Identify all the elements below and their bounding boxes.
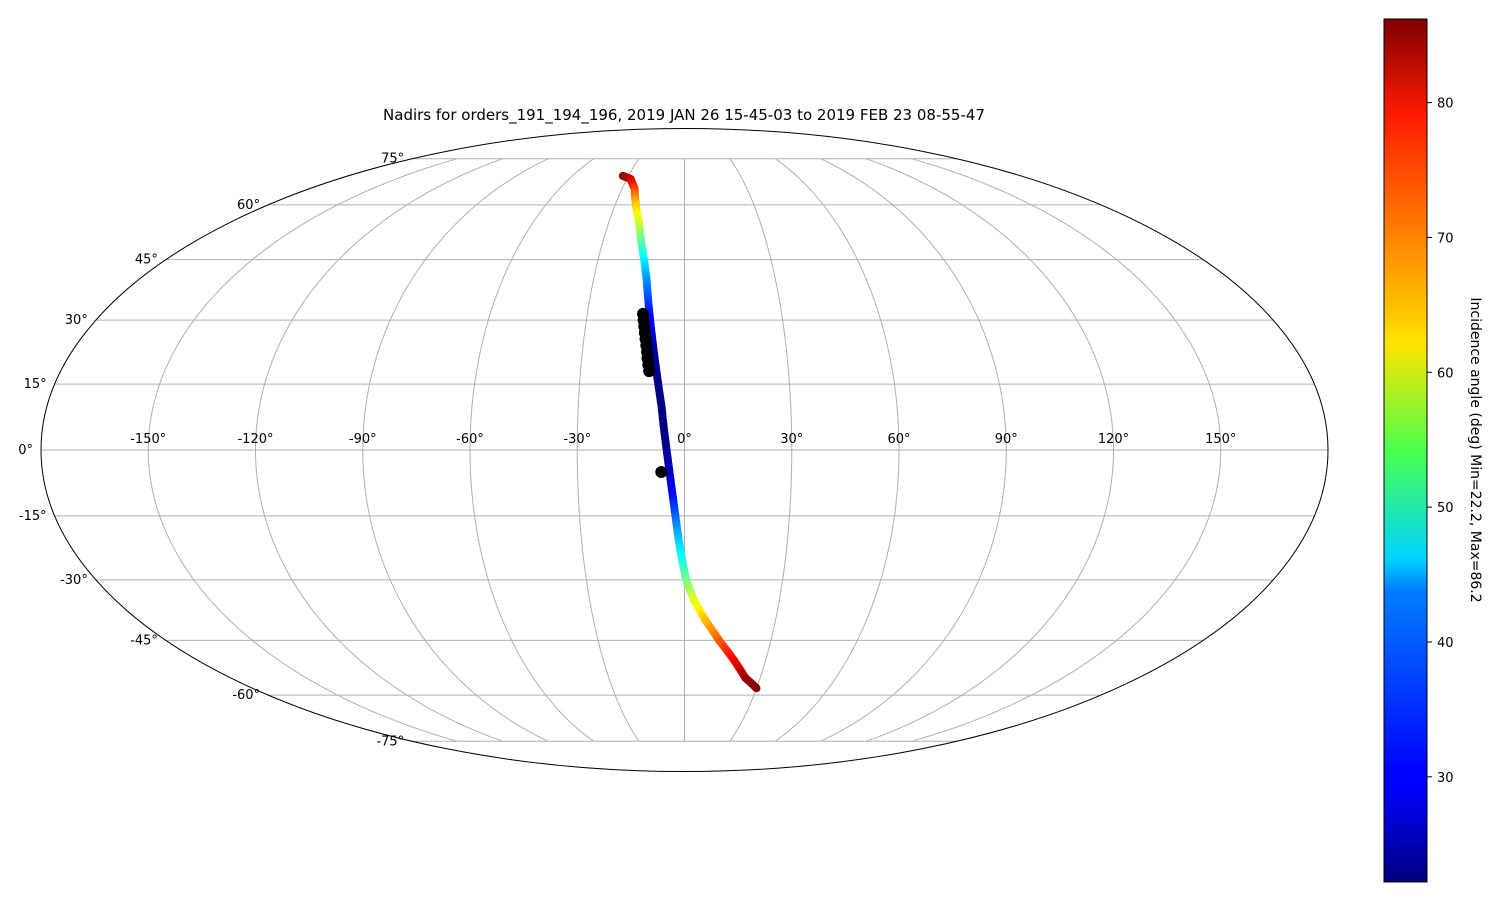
colorbar-ticks: 30 40 50 60 70 80	[1427, 97, 1454, 786]
latitude-tick-label: -45°	[130, 633, 158, 648]
colorbar-tick-label: 40	[1437, 636, 1454, 651]
longitude-tick-label: 30°	[780, 432, 803, 447]
latitude-tick-label: 75°	[381, 152, 404, 167]
chart-title: Nadirs for orders_191_194_196, 2019 JAN …	[383, 106, 985, 125]
longitude-tick-label: 0°	[677, 432, 692, 447]
latitude-tick-label: -15°	[19, 509, 47, 524]
longitude-tick-label: -120°	[237, 432, 273, 447]
colorbar-tick-label: 30	[1437, 771, 1454, 786]
longitude-tick-labels: -150° -120° -90° -60° -30° 0° 30° 60° 90° 120° 150…	[130, 432, 1236, 447]
selected-points	[637, 307, 668, 479]
colorbar-tick-label: 80	[1437, 97, 1454, 112]
longitude-tick-label: 150°	[1205, 432, 1236, 447]
latitude-tick-label: 60°	[237, 198, 260, 213]
colorbar-tick-label: 50	[1437, 501, 1454, 516]
colorbar-label: Incidence angle (deg) Min=22.2, Max=86.2	[1467, 297, 1483, 602]
longitude-tick-label: -90°	[349, 432, 377, 447]
latitude-tick-label: 30°	[65, 313, 88, 328]
longitude-tick-label: -150°	[130, 432, 166, 447]
track-point	[752, 684, 761, 693]
latitude-tick-label: 0°	[18, 443, 33, 458]
longitude-tick-label: -60°	[456, 432, 484, 447]
map-outline	[40, 128, 1329, 772]
longitude-tick-label: 120°	[1098, 432, 1129, 447]
selected-point	[655, 466, 668, 479]
latitude-tick-label: -60°	[232, 688, 260, 703]
colorbar-tick-label: 70	[1437, 231, 1454, 246]
latitude-tick-label: -75°	[376, 734, 404, 749]
colorbar-gradient	[1383, 18, 1428, 883]
latitude-tick-label: 45°	[135, 253, 158, 268]
latitude-tick-label: 15°	[24, 377, 47, 392]
longitude-tick-label: 90°	[995, 432, 1018, 447]
colorbar-tick-label: 60	[1437, 366, 1454, 381]
latitude-tick-labels: 75° 60° 45° 30° 15° 0° -15° -30° -45° -60° -75°	[18, 152, 404, 750]
latitude-tick-label: -30°	[60, 573, 88, 588]
colorbar: 30 40 50 60 70 80 Incidence angle (deg) Min=2…	[1383, 18, 1483, 883]
longitude-tick-label: 60°	[887, 432, 910, 447]
map-grid	[41, 158, 1328, 742]
selected-point	[643, 365, 656, 378]
longitude-tick-label: -30°	[563, 432, 591, 447]
